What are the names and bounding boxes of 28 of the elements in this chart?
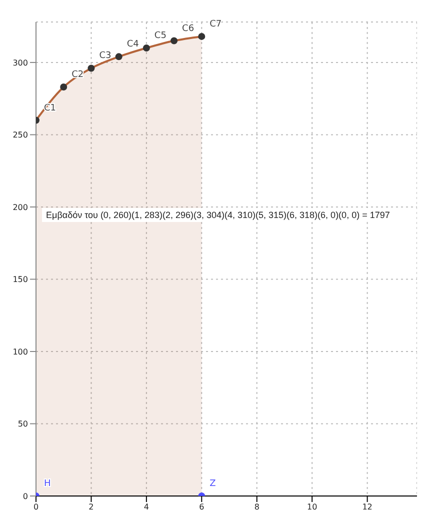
x-tick-label: 2 (88, 502, 94, 512)
annotation: C3 (99, 51, 112, 62)
annotation: C6 (182, 24, 194, 34)
annotation: C5 (154, 31, 166, 42)
x-tick-label: 6 (199, 502, 204, 512)
annotation: Z (210, 479, 216, 489)
point (60, 84, 68, 91)
annotation: H (44, 479, 51, 489)
y-tick-label: 100 (12, 347, 28, 356)
point (170, 37, 178, 44)
x-tick-label: 8 (254, 502, 260, 512)
x-tick-label: 12 (362, 502, 372, 512)
point (142, 44, 150, 52)
y-tick-label: 50 (18, 420, 28, 429)
x-tick-label: 10 (306, 502, 318, 512)
x-tick-label: 0 (33, 502, 39, 512)
y-tick-label: 300 (12, 58, 28, 68)
annotation: Εμβαδόν του (0, 260)(1, 283)(2, 296)(3, 304)(4, 310)(5, 315)(6, 318)(6, 0)(0, 0) = 1797 (42, 208, 394, 222)
point (88, 64, 95, 72)
y-tick-label: 250 (12, 130, 28, 140)
y-tick-label: 200 (12, 202, 28, 212)
annotation: C4 (126, 40, 140, 50)
point (198, 32, 206, 40)
annotation: C7 (210, 19, 222, 30)
y-tick-label: 150 (12, 275, 28, 284)
x-tick-label: 4 (144, 502, 149, 512)
point (115, 53, 122, 60)
y-tick-label: 0 (22, 492, 28, 501)
